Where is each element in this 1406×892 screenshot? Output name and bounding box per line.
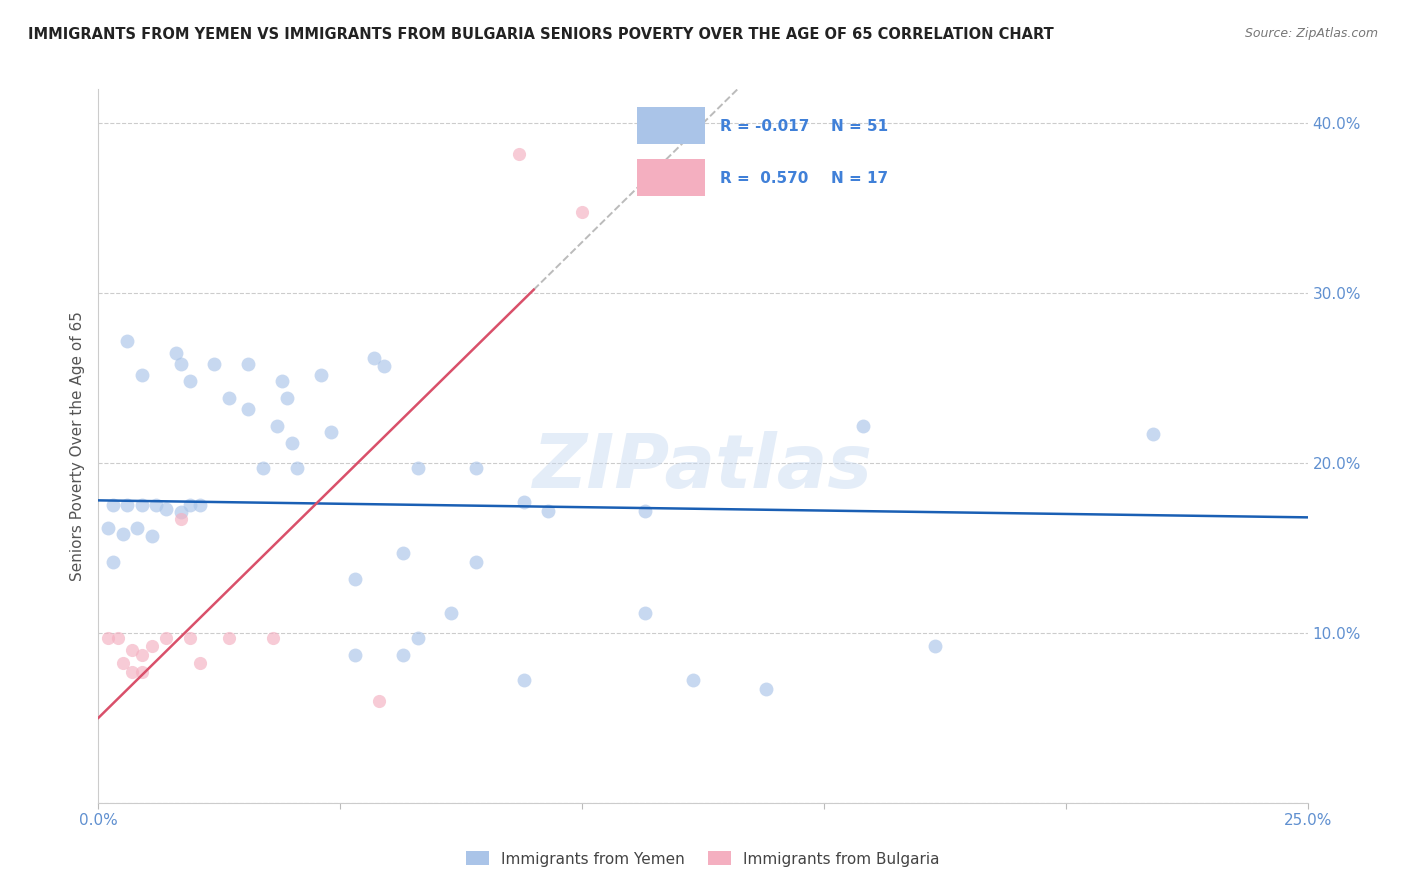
Y-axis label: Seniors Poverty Over the Age of 65: Seniors Poverty Over the Age of 65 [70,311,86,581]
Point [121,643,143,657]
Point [634,606,657,620]
Point [319,425,342,440]
Point [406,461,429,475]
Point [117,334,139,348]
Point [127,520,149,534]
Point [852,418,875,433]
Point [179,499,201,513]
Point [682,673,704,688]
Point [634,503,657,517]
Point [537,503,560,517]
Point [508,146,530,161]
Point [97,631,120,645]
Point [218,392,240,406]
Point [392,648,415,662]
Point [141,529,163,543]
Point [266,418,288,433]
Point [218,631,240,645]
Point [1142,427,1164,442]
Point [392,546,415,560]
Point [179,631,201,645]
Point [252,461,274,475]
Point [97,520,120,534]
Point [117,499,139,513]
Point [179,375,201,389]
Text: Source: ZipAtlas.com: Source: ZipAtlas.com [1244,27,1378,40]
Point [440,606,463,620]
Point [464,555,486,569]
Point [406,631,429,645]
Point [169,512,191,526]
Point [165,345,187,359]
Point [141,640,163,654]
Point [281,435,304,450]
Point [111,657,134,671]
Point [111,527,134,541]
Point [343,648,366,662]
Legend: Immigrants from Yemen, Immigrants from Bulgaria: Immigrants from Yemen, Immigrants from B… [467,852,939,866]
Point [238,401,260,416]
Point [155,501,177,516]
Point [924,640,946,654]
Point [169,358,191,372]
Text: ZIPatlas: ZIPatlas [533,431,873,504]
Point [368,694,391,708]
Point [513,495,536,509]
Point [262,631,284,645]
Point [571,204,593,219]
Point [145,499,167,513]
Point [107,631,129,645]
Point [101,499,124,513]
Point [204,358,226,372]
Point [271,375,294,389]
Point [121,665,143,679]
Point [131,648,153,662]
Point [238,358,260,372]
Point [131,368,153,382]
Point [309,368,332,382]
Point [363,351,385,365]
Point [155,631,177,645]
Point [373,359,395,373]
Point [131,665,153,679]
Text: IMMIGRANTS FROM YEMEN VS IMMIGRANTS FROM BULGARIA SENIORS POVERTY OVER THE AGE O: IMMIGRANTS FROM YEMEN VS IMMIGRANTS FROM… [28,27,1054,42]
Point [101,555,124,569]
Point [464,461,486,475]
Point [188,499,211,513]
Point [513,673,536,688]
Point [755,681,778,696]
Point [285,461,308,475]
Point [131,499,153,513]
Point [188,657,211,671]
Point [169,505,191,519]
Point [276,392,298,406]
Point [343,572,366,586]
